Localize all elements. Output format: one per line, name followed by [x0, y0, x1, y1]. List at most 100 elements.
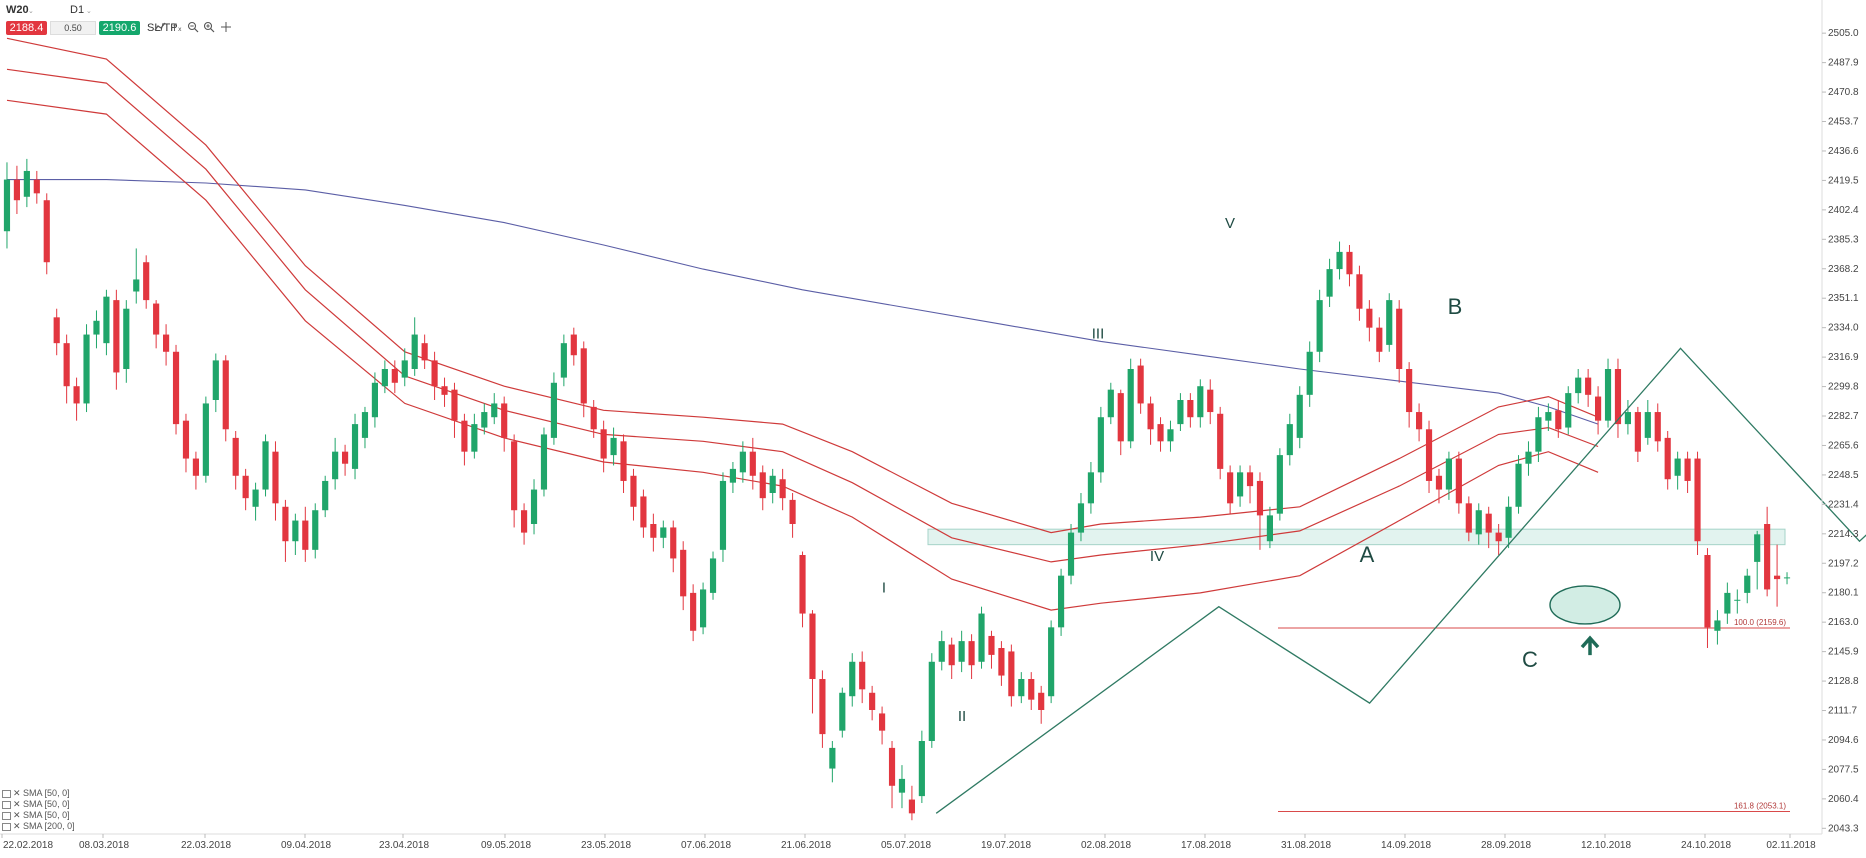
candle-body	[1744, 575, 1751, 593]
candle-body	[103, 296, 110, 344]
candle-body	[1326, 269, 1333, 297]
candle-body	[680, 549, 687, 597]
y-tick-label: 2402.4	[1828, 205, 1859, 216]
candle-body	[948, 644, 955, 666]
candle-body	[1346, 251, 1353, 275]
candle-body	[401, 360, 408, 378]
candle-body	[222, 360, 229, 430]
y-tick-label: 2316.9	[1828, 352, 1859, 363]
candle-body	[670, 527, 677, 559]
timeframe-label[interactable]: D1	[70, 4, 85, 16]
candle-body	[123, 308, 130, 369]
candle-body	[998, 648, 1005, 676]
x-tick-label: 02.11.2018	[1766, 840, 1816, 851]
candle-body	[332, 451, 339, 480]
candle-body	[1465, 503, 1472, 533]
candle-body	[391, 369, 398, 383]
candle-body	[73, 386, 80, 404]
candle-body	[1505, 506, 1512, 538]
legend-item[interactable]: ✕ SMA [200, 0]	[2, 821, 75, 832]
symbol-dropdown-icon[interactable]: ⌄	[28, 8, 34, 15]
candle-body	[1396, 308, 1403, 369]
legend-toggle-icon[interactable]	[2, 800, 11, 809]
candle-body	[501, 403, 508, 438]
candle-body	[113, 300, 120, 373]
candle-body	[1097, 417, 1104, 473]
candle-body	[1724, 592, 1731, 614]
candle-body	[719, 480, 727, 550]
candle-body	[1624, 412, 1631, 425]
indicator-legend: ✕ SMA [50, 0] ✕ SMA [50, 0] ✕ SMA [50, 0…	[2, 788, 75, 832]
x-tick-label: 14.09.2018	[1381, 840, 1431, 851]
x-tick-label: 23.05.2018	[581, 840, 631, 851]
candle-body	[481, 412, 488, 428]
buy-price-button[interactable]: 2190.6	[99, 21, 140, 35]
candle-body	[1604, 369, 1612, 421]
candle-body	[1217, 413, 1224, 469]
candle-body	[859, 661, 866, 690]
y-tick-label: 2094.6	[1828, 735, 1859, 746]
candle-body	[978, 613, 985, 662]
legend-item[interactable]: ✕ SMA [50, 0]	[2, 810, 75, 821]
candle-body	[1545, 412, 1552, 421]
crosshair-icon[interactable]	[219, 21, 233, 36]
candle-body	[968, 641, 975, 666]
candle-body	[361, 412, 369, 438]
legend-item[interactable]: ✕ SMA [50, 0]	[2, 799, 75, 810]
candle-body	[1237, 472, 1244, 497]
symbol-label[interactable]: W20	[6, 4, 29, 16]
candle-body	[1644, 412, 1651, 438]
candle-body	[63, 343, 70, 387]
candle-body	[958, 641, 965, 662]
candle-body	[888, 747, 896, 786]
candle-body	[1246, 472, 1254, 487]
timeframe-dropdown-icon[interactable]: ⌄	[86, 8, 92, 15]
candle-body	[1316, 300, 1323, 352]
candle-body	[1077, 503, 1085, 533]
candle-body	[1495, 532, 1502, 542]
quantity-input[interactable]: 0.50	[50, 21, 96, 35]
sell-price-button[interactable]: 2188.4	[6, 21, 47, 35]
x-tick-label: 28.09.2018	[1481, 840, 1531, 851]
candle-body	[441, 386, 448, 395]
up-arrow-icon	[1580, 635, 1600, 656]
legend-toggle-icon[interactable]	[2, 822, 11, 831]
y-tick-label: 2487.9	[1828, 58, 1859, 69]
sltp-button[interactable]: SL/TP	[147, 22, 178, 34]
legend-item[interactable]: ✕ SMA [50, 0]	[2, 788, 75, 799]
wave-label: V	[1225, 215, 1235, 232]
line-chart-icon[interactable]	[153, 21, 167, 36]
legend-toggle-icon[interactable]	[2, 811, 11, 820]
candle-body	[1565, 393, 1572, 428]
y-tick-label: 2436.6	[1828, 146, 1859, 157]
x-tick-label: 08.03.2018	[79, 840, 129, 851]
candle-body	[1058, 575, 1065, 628]
zoom-in-icon[interactable]	[202, 21, 216, 36]
x-tick-label: 22.03.2018	[181, 840, 231, 851]
candle-body	[898, 778, 906, 793]
candle-body	[1067, 532, 1075, 576]
candle-body	[282, 506, 289, 542]
candle-body	[869, 692, 876, 710]
wave-label: III	[1092, 325, 1105, 342]
candle-body	[1416, 412, 1423, 430]
candle-body	[33, 179, 40, 194]
y-tick-label: 2163.0	[1828, 617, 1859, 628]
candle-body	[1336, 251, 1343, 270]
impulse-wave-line	[935, 347, 1866, 814]
y-tick-label: 2385.3	[1828, 234, 1859, 245]
candle-body	[342, 451, 349, 464]
legend-toggle-icon[interactable]	[2, 789, 11, 798]
candle-body	[1286, 424, 1293, 456]
y-tick-label: 2043.3	[1828, 823, 1859, 834]
y-tick-label: 2180.1	[1828, 588, 1859, 599]
candle-body	[1157, 424, 1164, 442]
zoom-out-icon[interactable]	[186, 21, 200, 36]
y-tick-label: 2145.9	[1828, 647, 1859, 658]
candle-body	[1704, 555, 1711, 628]
candle-body	[471, 424, 478, 452]
candle-body	[172, 351, 180, 425]
candle-body	[3, 179, 11, 232]
